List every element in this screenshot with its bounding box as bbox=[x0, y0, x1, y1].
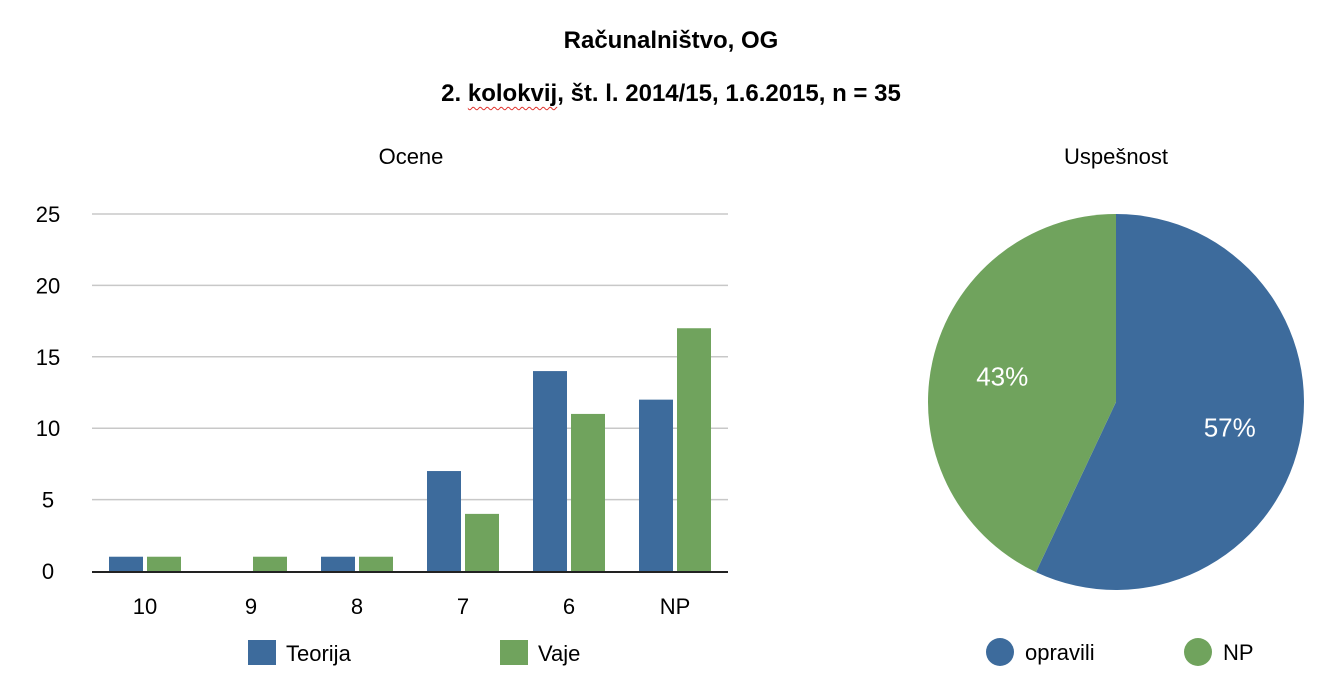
legend-label: NP bbox=[1223, 640, 1254, 665]
y-tick-label: 25 bbox=[36, 202, 60, 227]
legend-swatch bbox=[986, 638, 1014, 666]
bar-vaje-8 bbox=[359, 556, 393, 571]
pie-slice-opravili bbox=[1035, 214, 1304, 590]
x-tick-label: 6 bbox=[563, 594, 575, 619]
bar-legend: Teorija Vaje bbox=[248, 640, 580, 666]
y-tick-label: 0 bbox=[42, 559, 54, 584]
pie-chart: Uspešnost 57% 43% opravili NP bbox=[928, 144, 1304, 666]
bar-chart: Ocene 0 5 10 15 20 25 10 9 8 7 6 NP Teorija Vaje bbox=[36, 144, 728, 666]
y-tick-label: 20 bbox=[36, 273, 60, 298]
bar-teorija-10 bbox=[109, 556, 143, 571]
bar-teorija-7 bbox=[427, 471, 461, 571]
bar-teorija-8 bbox=[321, 556, 355, 571]
bar-y-axis-ticks: 0 5 10 15 20 25 bbox=[36, 202, 60, 584]
bar-vaje-6 bbox=[571, 413, 605, 571]
pie-slices bbox=[928, 214, 1304, 590]
pie-slice-labels: 57% 43% bbox=[976, 362, 1256, 443]
pie-slice-label: 43% bbox=[976, 362, 1028, 392]
legend-swatch bbox=[1184, 638, 1212, 666]
bar-chart-title: Ocene bbox=[379, 144, 444, 169]
x-tick-label: 8 bbox=[351, 594, 363, 619]
bar-vaje-np bbox=[677, 328, 711, 571]
bar-vaje-10 bbox=[147, 556, 181, 571]
subtitle-prefix: 2. bbox=[441, 80, 468, 107]
x-tick-label: 10 bbox=[133, 594, 157, 619]
subtitle-rest: , št. l. 2014/15, 1.6.2015, n = 35 bbox=[557, 80, 901, 107]
y-tick-label: 10 bbox=[36, 416, 60, 441]
bar-x-axis-ticks: 10 9 8 7 6 NP bbox=[133, 594, 691, 619]
bar-series-marks bbox=[109, 328, 711, 571]
legend-label: Vaje bbox=[538, 641, 580, 666]
chart-title: Računalništvo, OG bbox=[563, 27, 779, 54]
chart-subtitle: 2. kolokvij, št. l. 2014/15, 1.6.2015, n… bbox=[0, 80, 1342, 108]
bar-vaje-9 bbox=[253, 556, 287, 571]
legend-swatch bbox=[500, 640, 528, 665]
pie-slice-np bbox=[928, 214, 1116, 573]
bar-teorija-np bbox=[639, 399, 673, 571]
x-tick-label: NP bbox=[660, 594, 691, 619]
pie-slice-label: 57% bbox=[1204, 412, 1256, 442]
bar-vaje-7 bbox=[465, 513, 499, 571]
x-tick-label: 7 bbox=[457, 594, 469, 619]
x-tick-label: 9 bbox=[245, 594, 257, 619]
legend-label: opravili bbox=[1025, 640, 1095, 665]
y-tick-label: 15 bbox=[36, 345, 60, 370]
subtitle-word-spellcheck: kolokvij bbox=[467, 80, 558, 107]
legend-label: Teorija bbox=[286, 641, 352, 666]
legend-swatch bbox=[248, 640, 276, 665]
bar-gridlines bbox=[92, 213, 728, 501]
bar-teorija-6 bbox=[533, 371, 567, 571]
pie-legend: opravili NP bbox=[986, 638, 1254, 666]
y-tick-label: 5 bbox=[42, 488, 54, 513]
pie-chart-title: Uspešnost bbox=[1064, 144, 1168, 169]
